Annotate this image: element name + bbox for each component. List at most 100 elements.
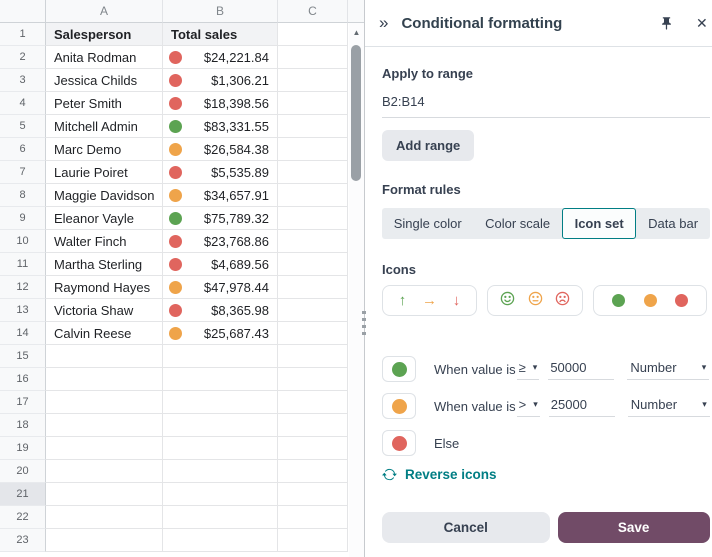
cell-b5[interactable]: $83,331.55 xyxy=(163,115,278,138)
threshold-input[interactable] xyxy=(548,395,615,417)
cell-b20[interactable] xyxy=(163,460,278,483)
cell-a16[interactable] xyxy=(46,368,163,391)
cell-b16[interactable] xyxy=(163,368,278,391)
cell-c5[interactable] xyxy=(278,115,348,138)
cancel-button[interactable]: Cancel xyxy=(382,512,550,543)
cell-a20[interactable] xyxy=(46,460,163,483)
rule-orange-icon-button[interactable] xyxy=(382,393,416,419)
cell-b10[interactable]: $23,768.86 xyxy=(163,230,278,253)
cell-a21[interactable] xyxy=(46,483,163,506)
cell-b2[interactable]: $24,221.84 xyxy=(163,46,278,69)
row-header[interactable]: 23 xyxy=(0,529,46,552)
add-range-button[interactable]: Add range xyxy=(382,130,475,161)
row-header[interactable]: 13 xyxy=(0,299,46,322)
cell-b6[interactable]: $26,584.38 xyxy=(163,138,278,161)
cell-c18[interactable] xyxy=(278,414,348,437)
cell-c20[interactable] xyxy=(278,460,348,483)
cell-c2[interactable] xyxy=(278,46,348,69)
column-header-c[interactable]: C xyxy=(278,0,348,23)
cell-a22[interactable] xyxy=(46,506,163,529)
cell-b14[interactable]: $25,687.43 xyxy=(163,322,278,345)
scroll-up-icon[interactable]: ▲ xyxy=(352,27,361,37)
cell-a23[interactable] xyxy=(46,529,163,552)
cell-a7[interactable]: Laurie Poiret xyxy=(46,161,163,184)
row-header[interactable]: 11 xyxy=(0,253,46,276)
cell-a3[interactable]: Jessica Childs xyxy=(46,69,163,92)
column-header-a[interactable]: A xyxy=(46,0,163,23)
cell-c11[interactable] xyxy=(278,253,348,276)
tab-data-bar[interactable]: Data bar xyxy=(648,216,699,231)
cell-b12[interactable]: $47,978.44 xyxy=(163,276,278,299)
row-header[interactable]: 20 xyxy=(0,460,46,483)
cell-a19[interactable] xyxy=(46,437,163,460)
cell-c22[interactable] xyxy=(278,506,348,529)
cell-c17[interactable] xyxy=(278,391,348,414)
tab-single-color[interactable]: Single color xyxy=(393,216,462,231)
row-header[interactable]: 17 xyxy=(0,391,46,414)
pin-icon[interactable] xyxy=(659,16,674,31)
cell-b21[interactable] xyxy=(163,483,278,506)
close-icon[interactable]: ✕ xyxy=(696,14,708,31)
cell-a9[interactable]: Eleanor Vayle xyxy=(46,207,163,230)
row-header[interactable]: 9 xyxy=(0,207,46,230)
row-header[interactable]: 1 xyxy=(0,23,46,46)
cell-c19[interactable] xyxy=(278,437,348,460)
collapse-panel-icon[interactable]: » xyxy=(379,13,389,32)
tab-color-scale[interactable]: Color scale xyxy=(485,216,551,231)
cell-c8[interactable] xyxy=(278,184,348,207)
cell-b13[interactable]: $8,365.98 xyxy=(163,299,278,322)
cell-c23[interactable] xyxy=(278,529,348,552)
cell-c14[interactable] xyxy=(278,322,348,345)
cell-a15[interactable] xyxy=(46,345,163,368)
row-header[interactable]: 18 xyxy=(0,414,46,437)
cell-c12[interactable] xyxy=(278,276,348,299)
row-header[interactable]: 19 xyxy=(0,437,46,460)
value-type-select[interactable]: Number ▾ xyxy=(627,358,710,380)
row-header[interactable]: 21 xyxy=(0,483,46,506)
cell-a2[interactable]: Anita Rodman xyxy=(46,46,163,69)
cell-b22[interactable] xyxy=(163,506,278,529)
cell-c1[interactable] xyxy=(278,23,348,46)
save-button[interactable]: Save xyxy=(557,512,710,543)
cell-b15[interactable] xyxy=(163,345,278,368)
operator-select[interactable]: > ▾ xyxy=(516,395,540,417)
cell-a4[interactable]: Peter Smith xyxy=(46,92,163,115)
icon-set-smileys-button[interactable] xyxy=(487,285,583,316)
column-header-b[interactable]: B xyxy=(163,0,278,23)
cell-c9[interactable] xyxy=(278,207,348,230)
cell-a13[interactable]: Victoria Shaw xyxy=(46,299,163,322)
row-header[interactable]: 3 xyxy=(0,69,46,92)
cell-c4[interactable] xyxy=(278,92,348,115)
row-header[interactable]: 5 xyxy=(0,115,46,138)
cell-b18[interactable] xyxy=(163,414,278,437)
cell-b9[interactable]: $75,789.32 xyxy=(163,207,278,230)
range-input[interactable] xyxy=(382,86,710,118)
cell-a17[interactable] xyxy=(46,391,163,414)
row-header[interactable]: 8 xyxy=(0,184,46,207)
cell-c16[interactable] xyxy=(278,368,348,391)
cell-b1[interactable]: Total sales xyxy=(163,23,278,46)
vertical-scrollbar[interactable]: ▲ xyxy=(349,23,364,557)
row-header[interactable]: 6 xyxy=(0,138,46,161)
row-header[interactable]: 15 xyxy=(0,345,46,368)
cell-a6[interactable]: Marc Demo xyxy=(46,138,163,161)
cell-a14[interactable]: Calvin Reese xyxy=(46,322,163,345)
cell-b23[interactable] xyxy=(163,529,278,552)
row-header[interactable]: 12 xyxy=(0,276,46,299)
cell-b17[interactable] xyxy=(163,391,278,414)
operator-select[interactable]: ≥ ▾ xyxy=(516,358,540,380)
row-header[interactable]: 2 xyxy=(0,46,46,69)
reverse-icons-link[interactable]: Reverse icons xyxy=(382,467,497,482)
cell-a5[interactable]: Mitchell Admin xyxy=(46,115,163,138)
row-header[interactable]: 16 xyxy=(0,368,46,391)
select-all-corner[interactable] xyxy=(0,0,46,23)
icon-set-dots-button[interactable] xyxy=(593,285,707,316)
row-header[interactable]: 4 xyxy=(0,92,46,115)
row-header[interactable]: 10 xyxy=(0,230,46,253)
cell-c15[interactable] xyxy=(278,345,348,368)
row-header[interactable]: 22 xyxy=(0,506,46,529)
row-header[interactable]: 7 xyxy=(0,161,46,184)
scrollbar-thumb[interactable] xyxy=(351,45,361,181)
cell-a10[interactable]: Walter Finch xyxy=(46,230,163,253)
cell-c7[interactable] xyxy=(278,161,348,184)
